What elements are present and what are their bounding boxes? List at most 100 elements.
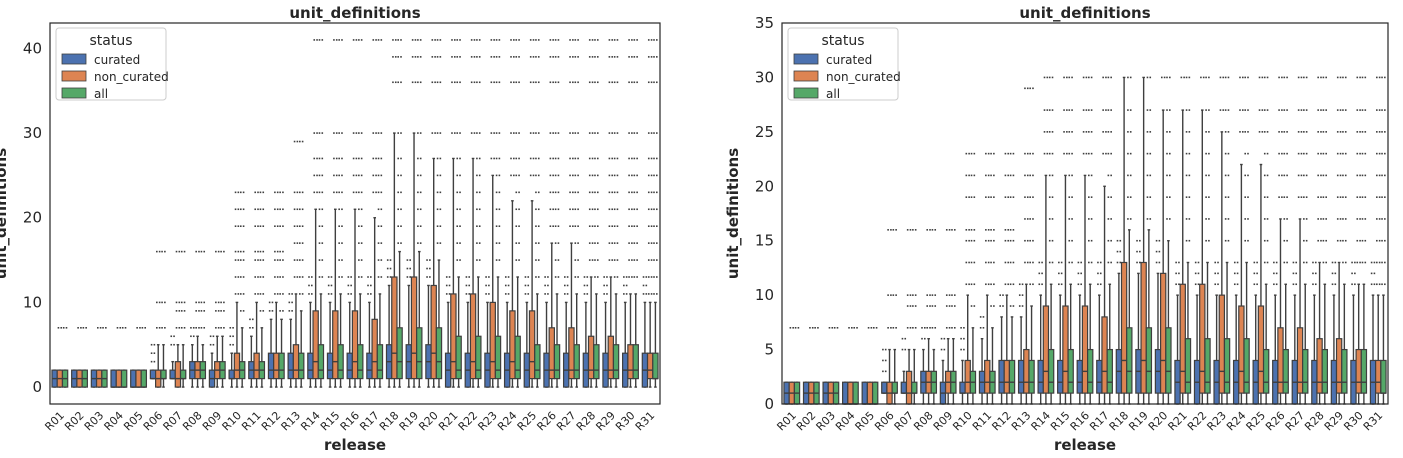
outlier-point	[1127, 196, 1129, 198]
outlier-point	[183, 250, 186, 253]
outlier-point	[504, 293, 507, 295]
outlier-point	[1283, 131, 1286, 133]
outlier-point	[1063, 131, 1065, 133]
outlier-point	[1007, 196, 1010, 198]
outlier-point	[239, 310, 242, 312]
outlier-point	[566, 293, 569, 295]
outlier-point	[327, 293, 330, 295]
outlier-point	[934, 327, 937, 329]
outlier-point	[1088, 131, 1090, 133]
outlier-point	[498, 81, 501, 84]
outlier-point	[1266, 261, 1269, 264]
legend-swatch-curated	[61, 53, 87, 65]
outlier-point	[215, 327, 217, 329]
outlier-point	[1373, 283, 1376, 286]
box-all	[475, 335, 482, 380]
outlier-point	[291, 301, 293, 304]
outlier-point	[451, 132, 453, 134]
outlier-point	[1085, 76, 1088, 79]
outlier-point	[596, 191, 599, 194]
outlier-point	[321, 132, 324, 134]
y-tick-label: 40	[23, 39, 42, 57]
outlier-point	[400, 174, 402, 177]
outlier-point	[1217, 261, 1219, 264]
outlier-point	[406, 276, 409, 278]
outlier-point	[262, 310, 265, 312]
outlier-point	[293, 259, 296, 261]
box-all	[317, 344, 325, 380]
outlier-point	[1205, 174, 1207, 177]
outlier-point	[316, 157, 318, 160]
x-tick-label: R30	[1341, 409, 1365, 433]
outlier-point	[537, 208, 540, 211]
outlier-point	[513, 39, 515, 41]
outlier-point	[1339, 239, 1342, 242]
outlier-point	[1344, 152, 1347, 155]
outlier-point	[606, 293, 608, 295]
outlier-point	[596, 242, 599, 244]
outlier-point	[223, 250, 225, 253]
outlier-point	[141, 327, 144, 329]
outlier-point	[1297, 196, 1300, 198]
outlier-point	[968, 239, 970, 242]
outlier-point	[338, 242, 340, 244]
outlier-point	[175, 327, 178, 329]
outlier-point	[1149, 109, 1152, 111]
box-curated	[900, 381, 908, 394]
outlier-point	[1376, 109, 1378, 111]
box-non_curated	[1335, 338, 1343, 394]
outlier-point	[299, 140, 301, 143]
box-all	[1262, 348, 1270, 394]
outlier-point	[389, 259, 392, 261]
outlier-point	[613, 191, 616, 194]
outlier-point	[358, 39, 360, 41]
outlier-point	[476, 191, 478, 194]
outlier-point	[411, 56, 414, 58]
outlier-point	[1129, 174, 1132, 177]
box-non_curated	[847, 381, 854, 405]
box-all	[1184, 338, 1192, 394]
outlier-point	[1029, 239, 1031, 242]
outlier-point	[1286, 218, 1288, 220]
outlier-point	[341, 242, 343, 244]
outlier-point	[465, 284, 468, 287]
outlier-point	[392, 56, 394, 58]
outlier-point	[380, 276, 383, 278]
outlier-point	[1283, 109, 1286, 111]
outlier-point	[372, 191, 375, 194]
outlier-point	[1224, 76, 1227, 79]
outlier-point	[1160, 76, 1163, 79]
outlier-point	[1320, 152, 1322, 155]
box-all	[514, 335, 521, 380]
outlier-point	[549, 56, 552, 58]
outlier-point	[1068, 239, 1071, 242]
x-tick-label: R07	[892, 409, 916, 433]
outlier-point	[1275, 283, 1278, 286]
outlier-point	[330, 276, 333, 278]
chart-title: unit_definitions	[1019, 4, 1150, 22]
outlier-point	[316, 174, 318, 177]
outlier-point	[1247, 239, 1249, 242]
outlier-point	[616, 132, 619, 134]
box-all	[160, 369, 167, 380]
outlier-point	[313, 157, 316, 160]
outlier-point	[1339, 152, 1342, 155]
outlier-point	[608, 259, 611, 261]
box-curated	[1037, 359, 1044, 394]
outlier-point	[1048, 196, 1051, 198]
outlier-point	[350, 293, 352, 295]
outlier-point	[1208, 109, 1210, 111]
outlier-point	[333, 132, 335, 134]
outlier-point	[164, 327, 166, 329]
outlier-point	[1146, 218, 1149, 220]
outlier-point	[1169, 152, 1171, 155]
outlier-point	[647, 56, 650, 58]
outlier-point	[1129, 152, 1132, 155]
outlier-point	[276, 259, 279, 261]
outlier-point	[1381, 109, 1383, 111]
outlier-point	[394, 81, 397, 84]
outlier-point	[647, 225, 650, 227]
outlier-point	[296, 259, 299, 261]
outlier-point	[591, 225, 594, 227]
outlier-point	[1107, 261, 1110, 264]
